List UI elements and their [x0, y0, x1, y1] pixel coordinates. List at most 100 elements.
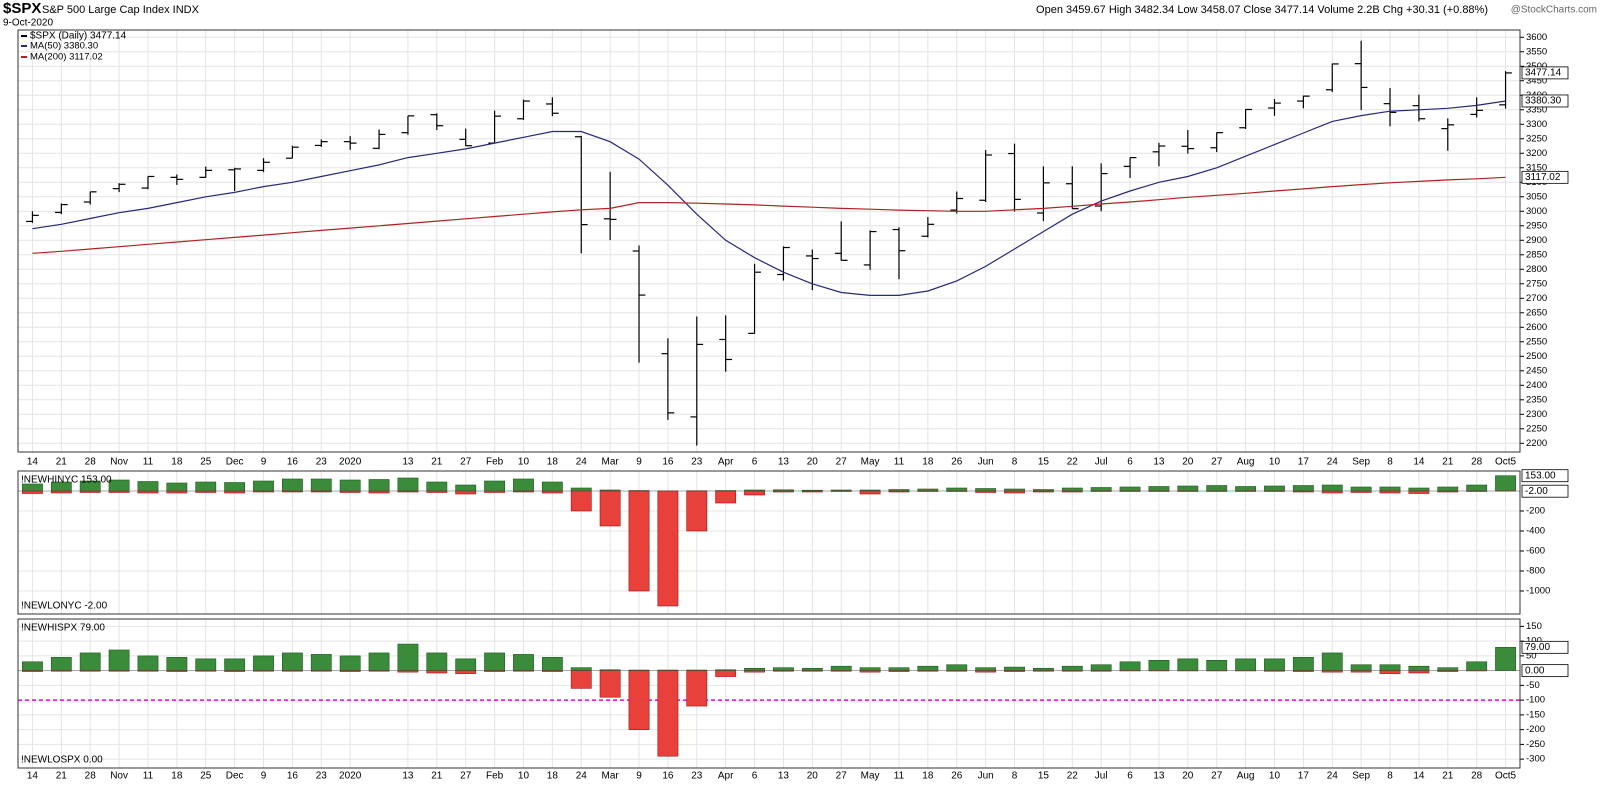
x-tick-label: Jul	[1095, 457, 1108, 468]
panel-frame	[17, 29, 1521, 453]
histogram-bar	[310, 478, 332, 492]
histogram-bar	[79, 652, 101, 671]
x-tick-label: 21	[1442, 771, 1454, 782]
y-tick-label: 2250	[1526, 423, 1547, 434]
histogram-bar	[22, 490, 43, 494]
histogram-bar	[1032, 667, 1054, 671]
y-tick-label: 2850	[1526, 249, 1547, 260]
x-tick-label: 14	[1413, 771, 1425, 782]
histogram-bar	[1379, 486, 1401, 492]
histogram-bar	[108, 479, 130, 492]
histogram-bar	[599, 670, 621, 698]
histogram-bar	[1408, 490, 1430, 494]
histogram-bar	[888, 667, 910, 671]
legend-label: MA(200) 3117.02	[30, 52, 103, 63]
x-tick-label: 23	[316, 771, 328, 782]
y-tick-label: 2600	[1526, 322, 1547, 333]
x-tick-label: 20	[1182, 457, 1194, 468]
panel-label: !NEWHINYC 153.00	[21, 475, 112, 486]
value-tag-box	[1521, 66, 1569, 80]
value-tag-box	[1521, 94, 1569, 108]
x-tick-label: 13	[402, 457, 414, 468]
x-tick-label: 11	[894, 771, 905, 782]
histogram-bar	[368, 479, 390, 492]
y-tick-label: -300	[1526, 754, 1545, 765]
histogram-bar	[744, 490, 765, 496]
y-tick-label: 2200	[1526, 438, 1547, 449]
x-tick-label: 16	[287, 457, 299, 468]
histogram-bar	[1090, 487, 1112, 492]
moving-average	[32, 100, 1506, 296]
x-tick-label: 27	[460, 771, 472, 782]
histogram-bar	[541, 657, 563, 671]
histogram-bar	[513, 478, 534, 492]
y-tick-label: 150	[1526, 621, 1542, 632]
x-tick-label: 14	[1413, 457, 1425, 468]
panel-frame	[17, 618, 1521, 769]
y-tick-label: -200	[1526, 506, 1545, 517]
histogram-bar	[773, 667, 794, 671]
histogram-bar	[1408, 670, 1430, 674]
y-tick-label: 2500	[1526, 351, 1547, 362]
histogram-bar	[1061, 487, 1083, 492]
histogram-bar	[1379, 670, 1401, 674]
x-tick-label: 10	[1269, 771, 1281, 782]
histogram-bar	[1408, 487, 1430, 492]
histogram-bar	[166, 657, 188, 671]
histogram-bar	[628, 670, 650, 730]
y-tick-label: -100	[1526, 695, 1545, 706]
histogram-bar	[1495, 475, 1516, 492]
y-tick-label: 3550	[1526, 46, 1547, 57]
value-tag-box	[1521, 664, 1569, 678]
histogram-bar	[455, 658, 477, 671]
x-tick-label: 18	[922, 457, 934, 468]
y-tick-label: 2550	[1526, 336, 1547, 347]
x-tick-label: 13	[402, 771, 414, 782]
x-tick-label: Mar	[602, 457, 620, 468]
histogram-bar	[1177, 485, 1199, 492]
histogram-bar	[975, 488, 997, 492]
y-tick-label: 2800	[1526, 264, 1547, 275]
moving-average	[32, 176, 1506, 254]
histogram-bar	[1148, 660, 1170, 671]
x-tick-label: 26	[951, 771, 963, 782]
histogram-bar	[715, 670, 737, 677]
histogram-bar	[513, 654, 534, 671]
histogram-bar	[1466, 661, 1488, 671]
histogram-bar	[137, 481, 159, 492]
histogram-bar	[1206, 660, 1228, 671]
x-tick-label: Oct5	[1495, 457, 1517, 468]
x-tick-label: Nov	[110, 771, 128, 782]
brand: @StockCharts.com	[1511, 5, 1597, 16]
y-tick-label: 2400	[1526, 380, 1547, 391]
histogram-bar	[917, 665, 939, 671]
histogram-bar	[1408, 665, 1430, 671]
x-tick-label: 17	[1298, 771, 1310, 782]
histogram-bar	[426, 481, 448, 492]
histogram-bar	[975, 667, 997, 671]
x-tick-label: Sep	[1352, 771, 1370, 782]
histogram-bar	[1437, 667, 1459, 671]
y-tick-label: 3000	[1526, 206, 1547, 217]
histogram-bar	[1495, 647, 1516, 671]
histogram-bar	[108, 649, 130, 671]
symbol: $SPX	[3, 0, 41, 17]
x-tick-label: 17	[1298, 457, 1310, 468]
x-tick-label: 25	[200, 457, 212, 468]
x-tick-label: Sep	[1352, 457, 1370, 468]
x-tick-label: 10	[1269, 457, 1281, 468]
histogram-bar	[1148, 486, 1170, 492]
histogram-bar	[22, 661, 43, 671]
x-tick-label: 18	[547, 457, 559, 468]
x-tick-label: 28	[85, 457, 97, 468]
x-tick-label: 9	[636, 457, 642, 468]
panel-label: !NEWLOSPX 0.00	[21, 755, 103, 766]
histogram-bar	[1437, 486, 1459, 492]
y-tick-label: 3450	[1526, 75, 1547, 86]
y-tick-label: 3600	[1526, 32, 1547, 43]
x-tick-label: Oct5	[1495, 771, 1517, 782]
histogram-bar	[801, 667, 823, 671]
y-tick-label: -400	[1526, 526, 1545, 537]
x-tick-label: 24	[576, 457, 588, 468]
x-tick-label: 18	[171, 457, 183, 468]
